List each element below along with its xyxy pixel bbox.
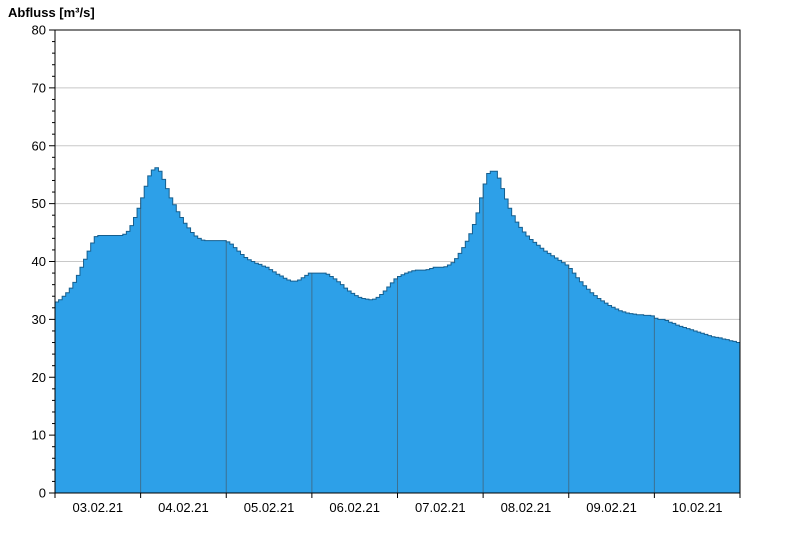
y-tick-label: 50 — [32, 196, 46, 211]
y-tick-label: 20 — [32, 370, 46, 385]
y-tick-label: 30 — [32, 312, 46, 327]
chart-title: Abfluss [m³/s] — [8, 5, 95, 20]
y-tick-label: 10 — [32, 428, 46, 443]
y-tick-label: 0 — [39, 486, 46, 501]
x-tick-label: 06.02.21 — [329, 500, 380, 515]
discharge-step-line — [55, 167, 740, 344]
x-tick-label: 08.02.21 — [501, 500, 552, 515]
y-tick-label: 80 — [32, 23, 46, 38]
x-tick-label: 09.02.21 — [586, 500, 637, 515]
y-axis: 0 10 20 30 40 50 60 70 80 — [32, 23, 55, 501]
x-tick-label: 03.02.21 — [73, 500, 124, 515]
y-tick-label: 70 — [32, 80, 46, 95]
y-tick-label: 60 — [32, 138, 46, 153]
x-tick-label: 07.02.21 — [415, 500, 466, 515]
x-tick-label: 05.02.21 — [244, 500, 295, 515]
x-tick-label: 10.02.21 — [672, 500, 723, 515]
y-tick-label: 40 — [32, 254, 46, 269]
x-tick-label: 04.02.21 — [158, 500, 209, 515]
x-axis: 03.02.21 04.02.21 05.02.21 06.02.21 07.02.21… — [54, 493, 741, 515]
